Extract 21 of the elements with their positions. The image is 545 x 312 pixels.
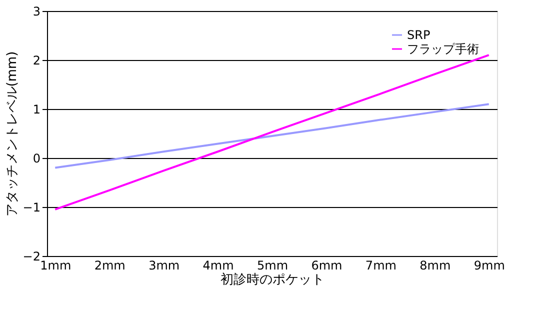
x-tick-label: 4mm bbox=[202, 258, 234, 272]
x-tick-label: 8mm bbox=[420, 258, 451, 272]
x-tick-label: 3mm bbox=[148, 258, 180, 272]
line-series bbox=[54, 103, 490, 169]
y-tick-label: 2 bbox=[32, 54, 40, 68]
y-tick-label: 1 bbox=[32, 102, 40, 116]
x-tick-label: 5mm bbox=[256, 258, 288, 272]
x-tick-label: 7mm bbox=[365, 258, 396, 272]
y-tick-label: 0 bbox=[32, 152, 40, 166]
x-tick-label: 9mm bbox=[474, 258, 505, 272]
x-tick-label: 2mm bbox=[94, 258, 126, 272]
legend-label: フラップ手術 bbox=[407, 42, 479, 56]
line-series bbox=[54, 54, 490, 210]
x-tick-label: 6mm bbox=[311, 258, 342, 272]
x-tick-label: 1mm bbox=[40, 258, 72, 272]
legend-label: SRP bbox=[407, 28, 430, 42]
x-axis-title: 初診時のポケット bbox=[220, 272, 324, 288]
y-tick-label: 3 bbox=[32, 4, 40, 18]
y-tick-label: −2 bbox=[22, 250, 40, 264]
y-axis-title: アタッチメントレベル(mm) bbox=[4, 51, 20, 217]
y-tick-label: −1 bbox=[22, 200, 40, 214]
